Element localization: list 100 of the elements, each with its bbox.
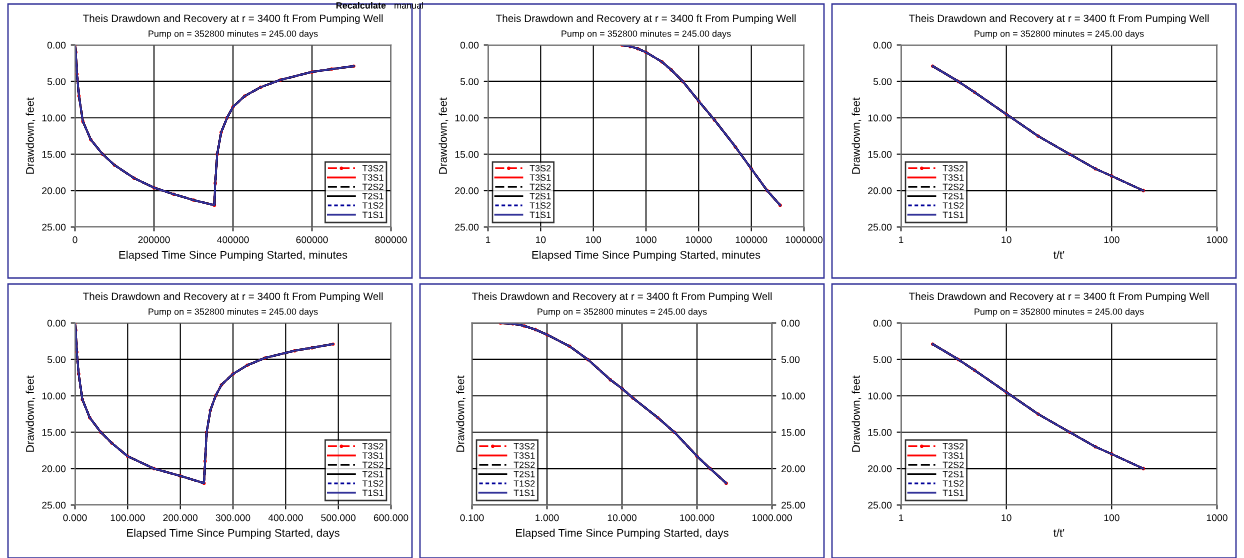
y-tick-label: 25.00 [868, 223, 892, 231]
chart-title: Theis Drawdown and Recovery at r = 3400 ft From Pumping Well [908, 292, 1209, 303]
y-tick-label: 10.00 [42, 392, 66, 400]
y-tick-label: 20.00 [868, 187, 892, 195]
x-tick-label: 1000 [635, 236, 657, 244]
legend-label: T3S2 [513, 443, 535, 450]
x-tick-label: 0 [72, 236, 78, 244]
chart-subtitle: Pump on = 352800 minutes = 245.00 days [561, 30, 731, 39]
y-tick-label: 15.00 [42, 150, 66, 158]
chart-subtitle: Pump on = 352800 minutes = 245.00 days [148, 308, 318, 317]
x-axis-title: t/t' [1053, 250, 1065, 259]
legend-label: T3S2 [942, 443, 964, 450]
y-axis-title: Drawdown, feet [851, 97, 862, 174]
x-axis-title: Elapsed Time Since Pumping Started, days [127, 528, 340, 539]
x-tick-label: 100000 [735, 236, 768, 244]
y-axis-title: Drawdown, feet [25, 97, 36, 174]
legend-label: T2S1 [362, 192, 384, 200]
x-tick-label: 300.000 [215, 514, 251, 522]
legend-label: T2S1 [513, 470, 535, 478]
x-tick-label: 10000 [685, 236, 712, 244]
legend-label: T1S2 [513, 480, 535, 487]
y-tick-label: 0.00 [47, 319, 66, 327]
chart-title: Theis Drawdown and Recovery at r = 3400 ft From Pumping Well [471, 292, 772, 303]
y-axis-title: Drawdown, feet [851, 375, 862, 452]
legend-label: T3S2 [362, 165, 384, 172]
legend-label: T2S1 [529, 192, 551, 200]
legend-label: T1S1 [529, 211, 551, 218]
legend-label: T3S1 [362, 174, 384, 181]
x-axis-title: Elapsed Time Since Pumping Started, minutes [532, 250, 761, 261]
y-tick-label: 10.00 [868, 392, 892, 400]
x-tick-label: 1000 [1206, 236, 1228, 244]
y-tick-label: 5.00 [47, 78, 66, 86]
chart-subtitle: Pump on = 352800 minutes = 245.00 days [974, 30, 1144, 39]
x-tick-label: 1.000 [535, 514, 559, 522]
y-tick-label: 25.00 [42, 223, 66, 231]
x-tick-label: 600.000 [373, 514, 409, 522]
y-tick-label: 0.00 [460, 41, 479, 49]
legend-label: T2S2 [513, 461, 535, 469]
y-tick-label: 15.00 [868, 150, 892, 158]
legend-label: T3S1 [529, 174, 551, 181]
chart-title: Theis Drawdown and Recovery at r = 3400 ft From Pumping Well [82, 292, 383, 303]
y-tick-label: 5.00 [47, 356, 66, 364]
chart-title: Theis Drawdown and Recovery at r = 3400 ft From Pumping Well [495, 14, 796, 25]
x-tick-label: 0.000 [63, 514, 87, 522]
legend-label: T3S2 [942, 165, 964, 172]
legend-label: T2S2 [942, 183, 964, 191]
y-tick-label: 0.00 [873, 319, 892, 327]
y2-tick-label: 15.00 [781, 428, 805, 436]
chart-subtitle: Pump on = 352800 minutes = 245.00 days [537, 308, 707, 317]
legend-label: T1S1 [942, 211, 964, 218]
y-tick-label: 0.00 [47, 41, 66, 49]
x-tick-label: 1 [486, 236, 491, 244]
y-tick-label: 15.00 [42, 428, 66, 436]
y-tick-label: 10.00 [868, 114, 892, 122]
x-tick-label: 100 [1104, 236, 1120, 244]
y2-tick-label: 25.00 [781, 501, 805, 509]
x-tick-label: 100 [1104, 514, 1120, 522]
x-tick-label: 400000 [217, 236, 249, 244]
y-tick-label: 25.00 [868, 501, 892, 509]
x-tick-label: 1000 [1206, 514, 1228, 522]
x-tick-label: 200000 [138, 236, 170, 244]
y2-tick-label: 0.00 [781, 319, 800, 327]
x-axis-title: t/t' [1053, 528, 1065, 537]
legend-label: T2S1 [942, 192, 964, 200]
y-tick-label: 0.00 [873, 41, 892, 49]
legend-label: T2S1 [362, 470, 384, 478]
legend-label: T1S2 [942, 480, 964, 487]
legend-label: T3S1 [513, 452, 535, 459]
y-tick-label: 20.00 [455, 187, 479, 195]
legend-label: T2S1 [942, 470, 964, 478]
y-tick-label: 20.00 [868, 465, 892, 473]
y2-tick-label: 5.00 [781, 356, 800, 364]
x-tick-label: 10 [1001, 236, 1012, 244]
x-tick-label: 100 [585, 236, 602, 244]
legend-label: T2S2 [529, 183, 551, 191]
y-tick-label: 15.00 [868, 428, 892, 436]
legend-label: T1S1 [513, 489, 535, 496]
y2-tick-label: 10.00 [781, 392, 805, 400]
x-tick-label: 1000.000 [752, 514, 792, 522]
chart-title: Theis Drawdown and Recovery at r = 3400 ft From Pumping Well [82, 14, 383, 25]
x-tick-label: 10 [1001, 514, 1012, 522]
legend-label: T3S1 [942, 174, 964, 181]
x-tick-label: 0.100 [460, 514, 484, 522]
x-tick-label: 1000000 [785, 236, 823, 244]
x-tick-label: 100.000 [680, 514, 715, 522]
x-tick-label: 10.000 [607, 514, 637, 522]
x-tick-label: 10 [536, 236, 546, 244]
legend-label: T3S2 [529, 165, 551, 172]
x-tick-label: 600000 [296, 236, 328, 244]
y-tick-label: 25.00 [455, 223, 479, 231]
x-tick-label: 1 [899, 236, 904, 244]
legend-label: T2S2 [362, 183, 384, 191]
legend-label: T2S2 [942, 461, 964, 469]
x-tick-label: 800000 [375, 236, 407, 244]
y-tick-label: 5.00 [873, 78, 892, 86]
legend-label: T1S2 [362, 202, 384, 209]
x-tick-label: 1 [899, 514, 904, 522]
y-axis-title: Drawdown, feet [438, 97, 449, 174]
legend-label: T1S2 [942, 202, 964, 209]
y-tick-label: 20.00 [42, 187, 66, 195]
